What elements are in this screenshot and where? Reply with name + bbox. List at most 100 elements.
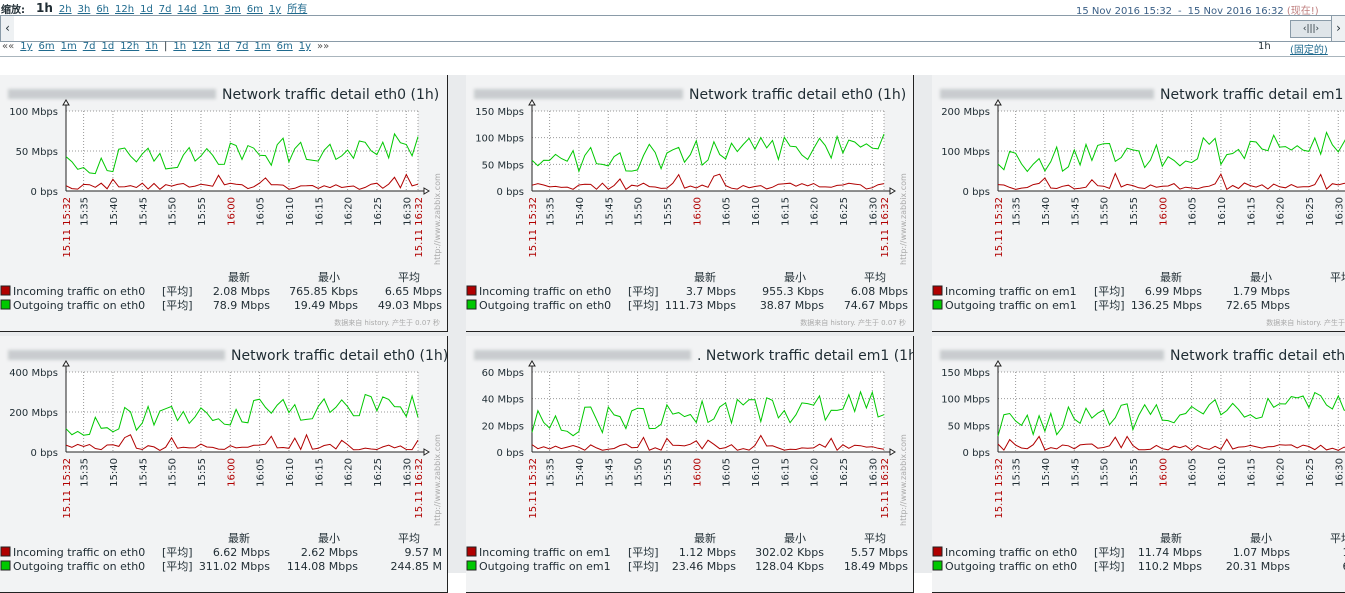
zoom-option-3m[interactable]: 3m <box>225 4 241 15</box>
time-scrollbar[interactable]: ‹ ‹|||› › <box>0 15 1345 41</box>
plot-area <box>532 111 884 191</box>
x-tick-label: 16:10 <box>751 197 762 226</box>
legend-value-min: 128.04 Kbps <box>755 560 824 573</box>
zoom-option-2h[interactable]: 2h <box>59 4 72 15</box>
graph-canvas: Network traffic detail eth0 (1h)400 Mbps… <box>0 336 447 592</box>
legend-value-last: 311.02 Mbps <box>199 560 270 573</box>
x-tick-label: 16:25 <box>839 458 850 487</box>
graph-canvas: Network traffic detail em1 (1h)200 Mbps1… <box>932 75 1345 331</box>
legend-value-min: 955.3 Kbps <box>762 285 824 298</box>
graph-title: Network traffic detail eth0 (1h) <box>689 87 906 103</box>
zoom-option-1y[interactable]: 1y <box>269 4 281 15</box>
x-tick-label: 16:00 <box>692 197 703 226</box>
y-tick-label: 0 bps <box>963 448 990 459</box>
zoom-option-1d[interactable]: 1d <box>140 4 153 15</box>
y-tick-label: 100 Mbps <box>475 134 524 145</box>
x-tick-label: 15:45 <box>604 458 615 487</box>
x-tick-label: 15:45 <box>138 458 149 487</box>
zoom-option-6h[interactable]: 6h <box>96 4 109 15</box>
x-tick-label: 15:35 <box>80 197 91 226</box>
zabbix-watermark: http://www.zabbix.com <box>899 434 908 526</box>
nav-forward-7d[interactable]: 7d <box>236 41 249 52</box>
nav-forward-6m[interactable]: 6m <box>277 41 293 52</box>
scroll-thumb[interactable]: ‹|||› <box>1290 20 1332 38</box>
zabbix-watermark: http://www.zabbix.com <box>433 434 442 526</box>
x-tick-label: 15:40 <box>1041 458 1052 487</box>
nav-forward-1h[interactable]: 1h <box>173 41 186 52</box>
y-axis-arrow-icon <box>995 100 1001 105</box>
legend-value-min: 19.49 Mbps <box>294 299 358 312</box>
x-axis-arrow-icon <box>424 188 429 194</box>
zoom-option-1h[interactable]: 1h <box>36 1 53 15</box>
scroll-right-arrow-icon[interactable]: › <box>1331 15 1345 42</box>
x-tick-label: 15.11 16:32 <box>414 197 425 258</box>
legend-header-avg: 平均 <box>398 532 420 545</box>
x-tick-label: 16:25 <box>1305 197 1316 226</box>
y-tick-label: 100 Mbps <box>941 395 990 406</box>
x-tick-label: 16:30 <box>1334 197 1345 226</box>
legend-series-name: Outgoing traffic on eth0 <box>479 299 611 312</box>
legend-value-avg: 9.57 M <box>405 546 442 559</box>
x-tick-label: 16:20 <box>344 458 355 487</box>
x-tick-label: 16:25 <box>1305 458 1316 487</box>
legend-header-min: 最小 <box>1250 271 1272 284</box>
nav-back-7d[interactable]: 7d <box>83 41 96 52</box>
legend-header-last: 最新 <box>694 531 716 545</box>
legend-series-name: Outgoing traffic on eth0 <box>13 560 145 573</box>
nav-forward-12h[interactable]: 12h <box>192 41 211 52</box>
nav-rewind-icon[interactable]: «« <box>2 41 14 52</box>
fixed-toggle[interactable]: (固定的) <box>1290 41 1328 56</box>
zoom-option-14d[interactable]: 14d <box>178 4 197 15</box>
x-tick-label: 16:25 <box>839 197 850 226</box>
nav-back-1y[interactable]: 1y <box>20 41 32 52</box>
nav-forward-1m[interactable]: 1m <box>255 41 271 52</box>
x-tick-label: 15.11 15:32 <box>994 458 1005 519</box>
y-tick-label: 40 Mbps <box>482 395 524 406</box>
nav-forward-1d[interactable]: 1d <box>217 41 230 52</box>
scroll-left-arrow-icon[interactable]: ‹ <box>0 15 15 42</box>
zoom-option-所有[interactable]: 所有 <box>287 4 307 15</box>
plot-area <box>998 372 1345 452</box>
nav-forward-1y[interactable]: 1y <box>299 41 311 52</box>
legend-series-name: Outgoing traffic on em1 <box>479 560 611 573</box>
zoom-option-1m[interactable]: 1m <box>203 4 219 15</box>
y-axis-arrow-icon <box>995 361 1001 366</box>
nav-back-1d[interactable]: 1d <box>101 41 114 52</box>
incoming-legend-swatch <box>1 547 10 556</box>
x-tick-label: 16:10 <box>1217 197 1228 226</box>
y-axis-arrow-icon <box>529 100 535 105</box>
y-tick-label: 150 Mbps <box>941 368 990 379</box>
x-tick-label: 16:00 <box>226 197 237 226</box>
legend-header-min: 最小 <box>318 271 340 284</box>
graph-title: Network traffic detail em1 (1h) <box>1160 87 1345 103</box>
legend-function: [平均] <box>162 285 193 298</box>
x-tick-label: 16:00 <box>1158 458 1169 487</box>
legend-header-last: 最新 <box>1160 531 1182 545</box>
legend-series-name: Outgoing traffic on eth0 <box>13 299 145 312</box>
legend-value-avg: 74.67 Mbps <box>844 299 908 312</box>
x-tick-label: 16:10 <box>1217 458 1228 487</box>
legend-series-name: Incoming traffic on em1 <box>945 285 1077 298</box>
x-tick-label: 15.11 16:32 <box>414 458 425 519</box>
nav-back-6m[interactable]: 6m <box>39 41 55 52</box>
zoom-option-7d[interactable]: 7d <box>159 4 172 15</box>
x-tick-label: 15:50 <box>1100 458 1111 487</box>
zoom-option-6m[interactable]: 6m <box>247 4 263 15</box>
incoming-legend-swatch <box>1 286 10 295</box>
y-tick-label: 100 Mbps <box>941 147 990 158</box>
y-tick-label: 0 bps <box>497 448 524 459</box>
legend-function: [平均] <box>1094 299 1125 312</box>
nav-back-1m[interactable]: 1m <box>61 41 77 52</box>
scroll-track[interactable] <box>14 15 1332 42</box>
x-tick-label: 16:15 <box>780 197 791 226</box>
nav-back-12h[interactable]: 12h <box>120 41 139 52</box>
zoom-option-12h[interactable]: 12h <box>115 4 134 15</box>
nav-forward-icon[interactable]: »» <box>317 41 329 52</box>
x-tick-label: 15.11 15:32 <box>528 458 539 519</box>
x-tick-label: 16:20 <box>810 197 821 226</box>
nav-back-1h[interactable]: 1h <box>145 41 158 52</box>
outgoing-legend-swatch <box>467 561 476 570</box>
x-tick-label: 16:15 <box>780 458 791 487</box>
zoom-option-3h[interactable]: 3h <box>78 4 91 15</box>
outgoing-legend-swatch <box>467 300 476 309</box>
